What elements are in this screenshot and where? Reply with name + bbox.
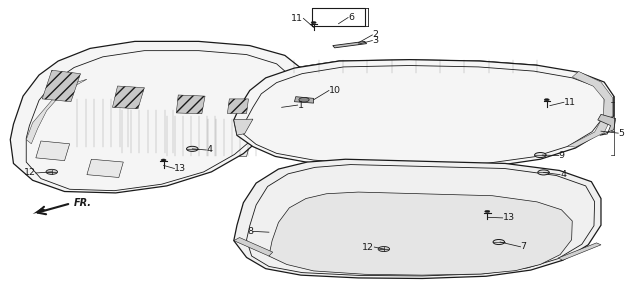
Text: 10: 10 — [329, 86, 341, 95]
Text: 4: 4 — [560, 170, 566, 179]
Polygon shape — [26, 79, 87, 144]
Polygon shape — [122, 110, 173, 153]
Polygon shape — [10, 41, 301, 193]
Circle shape — [46, 169, 58, 174]
Polygon shape — [269, 192, 572, 275]
Polygon shape — [113, 86, 145, 109]
Polygon shape — [33, 208, 47, 214]
Circle shape — [534, 153, 546, 158]
Polygon shape — [234, 237, 273, 256]
Text: 12: 12 — [24, 168, 36, 177]
Text: FR.: FR. — [74, 198, 92, 208]
Text: 11: 11 — [291, 14, 303, 23]
Polygon shape — [36, 141, 70, 161]
Polygon shape — [77, 100, 129, 147]
Polygon shape — [167, 116, 214, 157]
Text: 8: 8 — [247, 227, 253, 236]
Polygon shape — [234, 159, 601, 279]
Text: 12: 12 — [362, 243, 374, 252]
Circle shape — [186, 146, 198, 151]
Text: 4: 4 — [206, 146, 212, 155]
Polygon shape — [558, 243, 601, 260]
Polygon shape — [42, 70, 81, 102]
Text: 11: 11 — [564, 98, 576, 107]
Text: 3: 3 — [372, 36, 378, 45]
Polygon shape — [333, 41, 367, 48]
Circle shape — [161, 159, 166, 161]
Polygon shape — [294, 60, 537, 73]
Text: 1: 1 — [298, 101, 303, 110]
Text: 5: 5 — [618, 129, 624, 138]
Circle shape — [544, 99, 549, 101]
Polygon shape — [234, 119, 253, 135]
Circle shape — [311, 21, 316, 24]
Polygon shape — [294, 97, 314, 103]
Polygon shape — [234, 60, 614, 169]
Circle shape — [299, 98, 309, 102]
Polygon shape — [208, 119, 256, 157]
Circle shape — [538, 170, 549, 175]
Polygon shape — [568, 71, 612, 147]
Polygon shape — [87, 159, 124, 177]
Polygon shape — [227, 99, 248, 113]
Text: 6: 6 — [348, 13, 354, 22]
Text: 2: 2 — [372, 30, 378, 39]
Polygon shape — [176, 95, 205, 114]
Circle shape — [493, 239, 504, 244]
Text: 7: 7 — [520, 242, 527, 251]
Text: 13: 13 — [174, 164, 186, 173]
Circle shape — [484, 210, 490, 213]
Circle shape — [378, 246, 390, 252]
Text: 13: 13 — [502, 213, 515, 222]
Polygon shape — [598, 114, 616, 135]
Text: 9: 9 — [559, 151, 565, 160]
